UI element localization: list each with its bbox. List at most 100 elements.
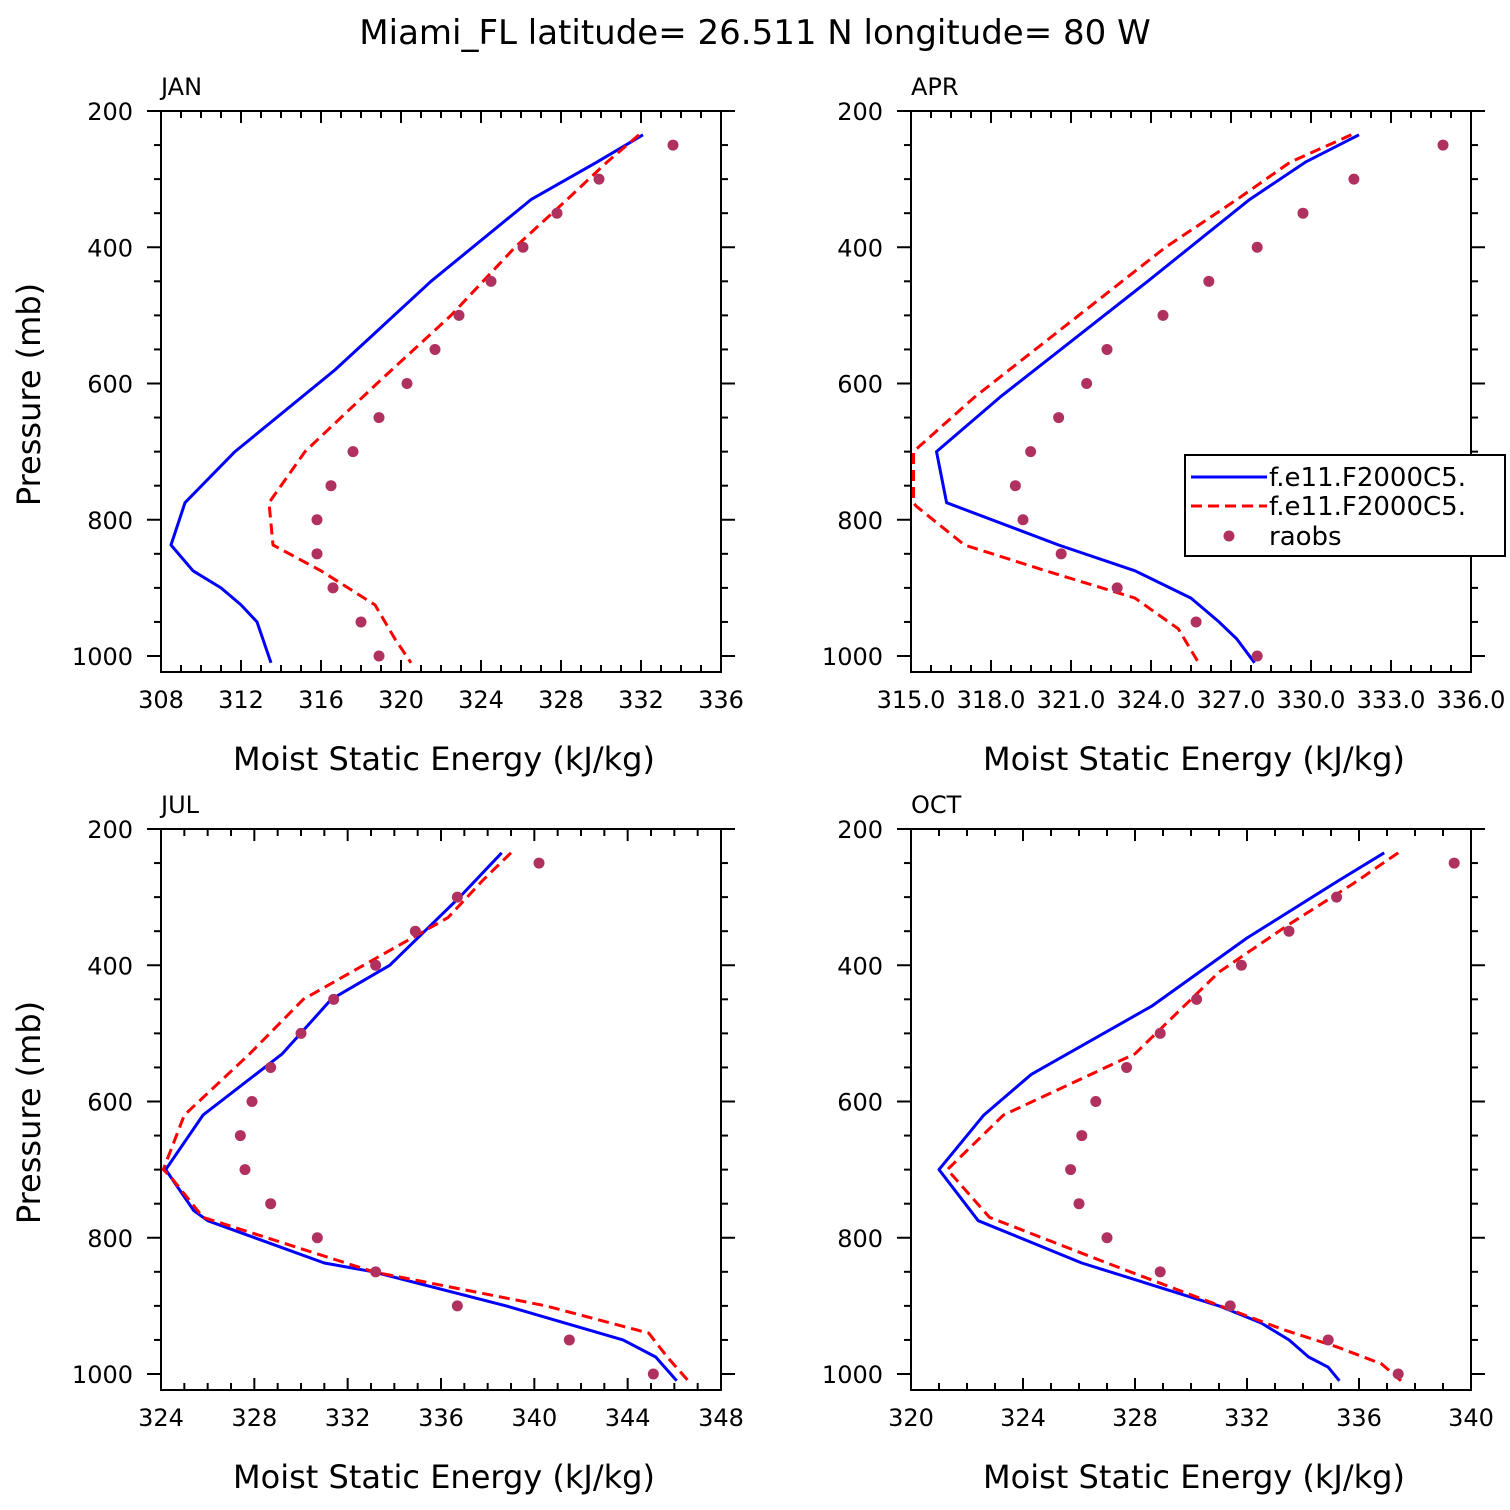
raobs-point	[328, 993, 340, 1005]
figure-title: Miami_FL latitude= 26.511 N longitude= 8…	[359, 13, 1150, 53]
x-tick-label: 340	[511, 1404, 557, 1432]
raobs-point	[1065, 1164, 1077, 1176]
raobs-point	[1017, 514, 1029, 526]
raobs-markers	[311, 139, 679, 662]
series-line-dashed	[161, 851, 690, 1382]
raobs-point	[1331, 891, 1343, 903]
raobs-point	[1203, 275, 1215, 287]
panel-jan: JAN 308 312 316 320 324 328 332 336 200 400 600 800 1…	[10, 73, 744, 778]
raobs-point	[1224, 1300, 1236, 1312]
raobs-point	[1448, 857, 1460, 869]
panel-label: JUL	[159, 791, 200, 819]
x-tick-label: 320	[888, 1404, 934, 1432]
x-tick-label: 308	[138, 686, 184, 714]
x-tick-label: 316	[298, 686, 344, 714]
x-tick-label: 336	[698, 686, 744, 714]
x-tick-label: 324.0	[1117, 686, 1186, 714]
series-line-solid	[937, 851, 1385, 1382]
panel-apr: APR 315.0 318.0 321.0 324.0 327.0 330.0 333.0 33…	[822, 73, 1506, 778]
x-tick-label: 340	[1448, 1404, 1494, 1432]
raobs-point	[1235, 959, 1247, 971]
x-axis-label: Moist Static Energy (kJ/kg)	[233, 740, 655, 778]
raobs-markers	[1065, 857, 1460, 1380]
y-tick-label: 1000	[822, 643, 883, 671]
raobs-point	[401, 378, 413, 389]
raobs-point	[327, 582, 339, 594]
x-tick-label: 336	[1336, 1404, 1382, 1432]
legend: f.e11.F2000C5.f.e11.F2000C5.raobs	[1184, 454, 1506, 557]
raobs-point	[1081, 378, 1093, 389]
raobs-point	[1191, 993, 1203, 1005]
series-line-solid	[164, 851, 678, 1382]
plot-area	[912, 133, 1449, 664]
x-tick-label: 327.0	[1197, 686, 1266, 714]
y-tick-label: 1000	[822, 1361, 883, 1389]
x-axis-label: Moist Static Energy (kJ/kg)	[983, 1458, 1405, 1496]
y-tick-label: 800	[837, 1225, 883, 1253]
raobs-point	[451, 1300, 463, 1312]
raobs-point	[1297, 207, 1309, 219]
legend-entry: f.e11.F2000C5.	[1269, 492, 1466, 522]
plot-frame	[160, 110, 722, 673]
raobs-point	[563, 1334, 575, 1346]
raobs-point	[234, 1130, 246, 1142]
raobs-point	[246, 1096, 258, 1107]
raobs-point	[1073, 1198, 1085, 1210]
y-tick-label: 600	[837, 371, 883, 399]
y-tick-label: 800	[837, 507, 883, 535]
x-tick-label: 320	[378, 686, 424, 714]
raobs-point	[355, 616, 367, 628]
raobs-point	[1283, 925, 1295, 937]
plot-frame	[910, 828, 1472, 1391]
raobs-point	[265, 1198, 277, 1210]
plot-frame	[160, 828, 722, 1391]
plot-area	[169, 133, 679, 664]
raobs-point	[1190, 616, 1202, 628]
y-ticks	[897, 828, 1485, 1375]
panel-jul: JUL 324 328 332 336 340 344 348 200 400 600 800 1000…	[10, 791, 744, 1496]
raobs-point	[451, 891, 463, 903]
plot-frame	[910, 110, 1472, 673]
y-ticks	[897, 110, 1485, 657]
x-tick-label: 332	[325, 1404, 371, 1432]
raobs-point	[311, 514, 323, 526]
x-ticks	[910, 829, 1472, 1390]
x-tick-label: 324	[138, 1404, 184, 1432]
plot-area	[161, 851, 690, 1382]
x-tick-label: 328	[231, 1404, 277, 1432]
raobs-point	[1101, 343, 1113, 355]
raobs-point	[1251, 241, 1263, 253]
raobs-point	[533, 857, 545, 869]
raobs-point	[1121, 1061, 1133, 1073]
raobs-point	[453, 309, 465, 321]
x-tick-label: 336.0	[1437, 686, 1506, 714]
raobs-point	[593, 173, 605, 185]
x-tick-label: 348	[698, 1404, 744, 1432]
y-ticks	[147, 828, 735, 1375]
raobs-point	[1157, 309, 1169, 321]
raobs-point	[1055, 548, 1067, 560]
legend-entry: f.e11.F2000C5.	[1269, 463, 1466, 493]
raobs-point	[551, 207, 563, 219]
x-ticks	[160, 829, 722, 1390]
y-tick-label: 400	[837, 952, 883, 980]
raobs-point	[1009, 480, 1021, 492]
y-tick-label: 800	[87, 1225, 133, 1253]
x-axis-label: Moist Static Energy (kJ/kg)	[983, 740, 1405, 778]
raobs-point	[1101, 1232, 1113, 1244]
panel-label: JAN	[159, 73, 202, 101]
x-tick-label: 318.0	[957, 686, 1026, 714]
raobs-point	[429, 343, 441, 355]
x-tick-label: 336	[418, 1404, 464, 1432]
raobs-point	[239, 1164, 251, 1176]
series-line-dashed	[267, 133, 640, 664]
x-tick-label: 324	[1000, 1404, 1046, 1432]
raobs-markers	[1009, 139, 1449, 662]
y-tick-label: 200	[837, 816, 883, 844]
raobs-point	[295, 1027, 307, 1039]
y-axis-label: Pressure (mb)	[10, 1001, 48, 1224]
raobs-point	[1111, 582, 1123, 594]
raobs-point	[373, 650, 385, 662]
x-tick-label: 312	[218, 686, 264, 714]
raobs-point	[1251, 650, 1263, 662]
